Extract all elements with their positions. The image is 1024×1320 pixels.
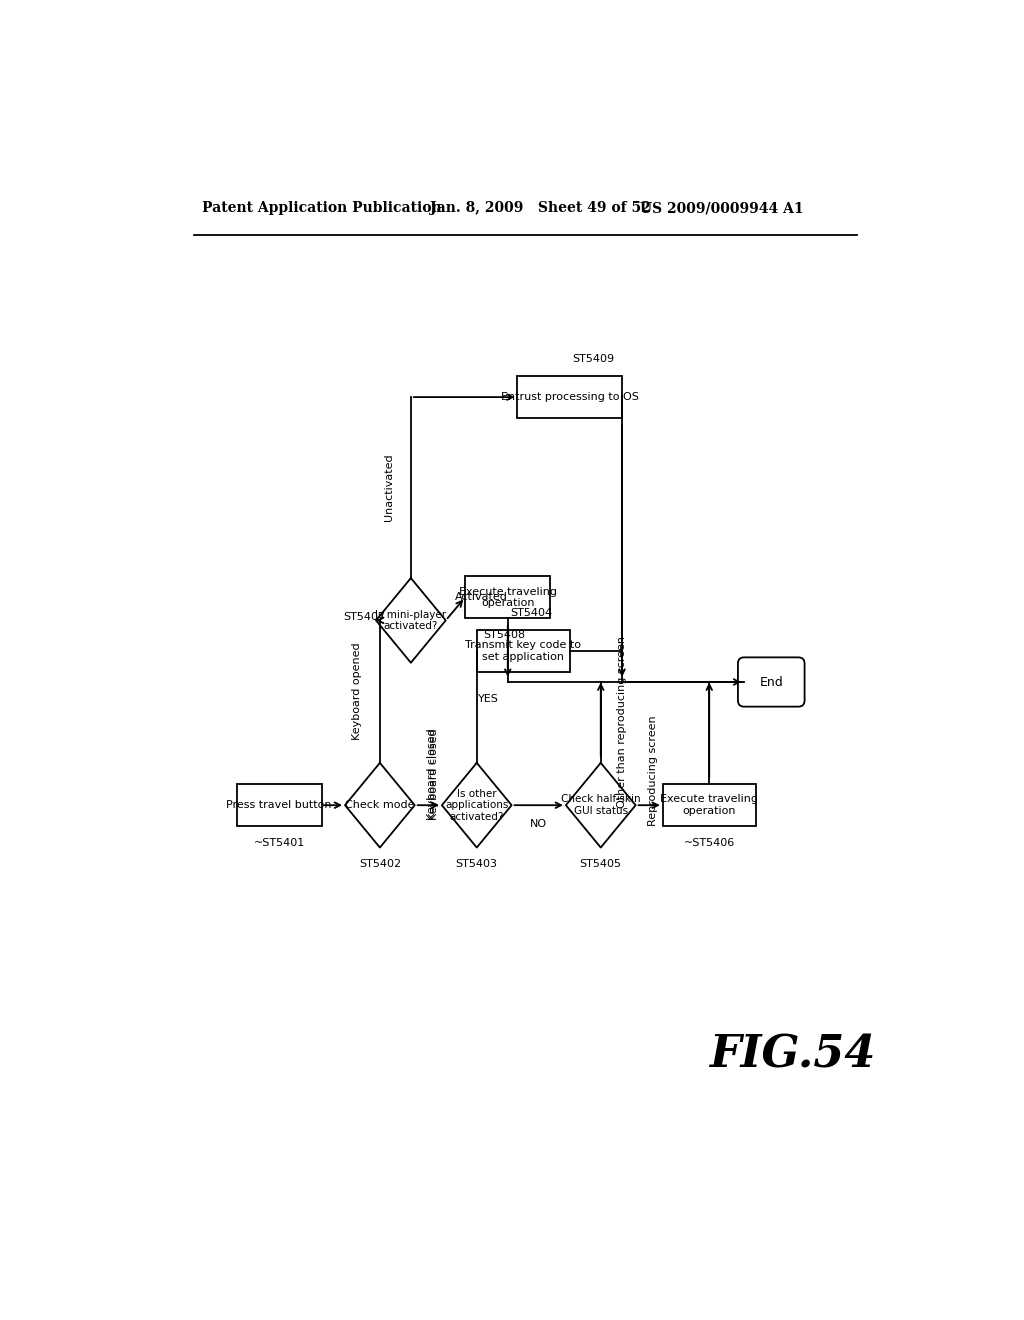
Text: US 2009/0009944 A1: US 2009/0009944 A1 [640,202,803,215]
Text: Is mini-player
activated?: Is mini-player activated? [376,610,446,631]
FancyBboxPatch shape [465,576,550,619]
Text: ST5407: ST5407 [343,611,385,622]
Text: Check half-skin
GUI status: Check half-skin GUI status [561,795,641,816]
Text: Execute traveling
operation: Execute traveling operation [660,795,758,816]
Text: Keyboard closed: Keyboard closed [429,729,439,820]
Text: Check mode: Check mode [345,800,415,810]
Text: Activated: Activated [455,593,508,602]
Text: NO: NO [530,820,547,829]
Text: Jan. 8, 2009   Sheet 49 of 52: Jan. 8, 2009 Sheet 49 of 52 [430,202,651,215]
Text: Execute traveling
operation: Execute traveling operation [459,586,557,609]
Text: Entrust processing to OS: Entrust processing to OS [501,392,639,403]
Text: YES: YES [478,694,499,705]
Polygon shape [566,763,636,847]
Polygon shape [442,763,512,847]
Text: ST5403: ST5403 [456,859,498,870]
FancyBboxPatch shape [517,376,622,418]
FancyBboxPatch shape [477,630,569,672]
Text: FIG.54: FIG.54 [710,1034,876,1077]
Text: ST5405: ST5405 [580,859,622,870]
FancyBboxPatch shape [663,784,756,826]
Polygon shape [345,763,415,847]
Text: Is other
applications
activated?: Is other applications activated? [445,788,509,822]
Text: Other than reproducing screen: Other than reproducing screen [617,636,628,808]
Text: Transmit key code to
set application: Transmit key code to set application [465,640,582,663]
Text: Press travel button: Press travel button [226,800,332,810]
Text: ST5404: ST5404 [510,609,552,618]
Text: Keyboard opened: Keyboard opened [351,643,361,741]
Text: ST5409: ST5409 [572,354,614,364]
Text: ST5402: ST5402 [358,859,401,870]
Text: Unactivated: Unactivated [384,454,394,521]
Text: End: End [760,676,783,689]
Text: Keyboard closed: Keyboard closed [427,729,437,820]
Polygon shape [376,578,445,663]
Text: ST5408: ST5408 [482,631,525,640]
Text: Patent Application Publication: Patent Application Publication [202,202,441,215]
FancyBboxPatch shape [237,784,322,826]
Text: ~ST5406: ~ST5406 [684,838,735,849]
FancyBboxPatch shape [738,657,805,706]
Text: ~ST5401: ~ST5401 [254,838,305,849]
Text: Reproducing screen: Reproducing screen [648,715,658,826]
